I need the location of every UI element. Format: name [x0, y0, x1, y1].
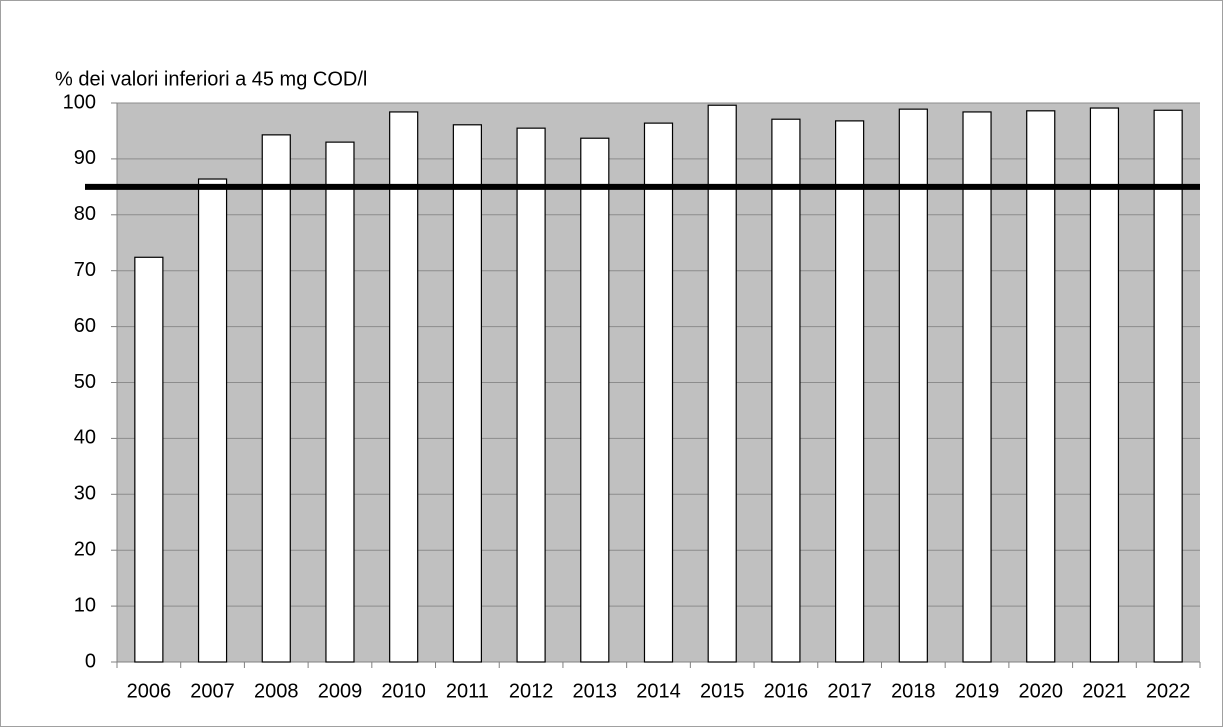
- y-tick-label: 10: [74, 594, 96, 616]
- y-tick-label: 80: [74, 203, 96, 225]
- bar: [643, 122, 674, 663]
- x-tick-label: 2011: [446, 680, 489, 702]
- bar: [835, 120, 865, 663]
- x-tick-label: 2014: [636, 680, 681, 702]
- bar: [962, 111, 992, 663]
- bar: [898, 108, 928, 663]
- x-tick-label: 2016: [764, 680, 809, 702]
- bar: [197, 178, 228, 663]
- chart-title: % dei valori inferiori a 45 mg COD/l: [55, 68, 367, 90]
- x-tick-label: 2018: [891, 680, 936, 702]
- bar: [134, 256, 164, 663]
- bar: [707, 104, 737, 663]
- y-tick-label: 50: [74, 371, 96, 393]
- y-tick-label: 20: [74, 538, 96, 560]
- y-tick-label: 30: [74, 483, 96, 505]
- x-tick-label: 2015: [700, 680, 745, 702]
- bar: [325, 141, 355, 663]
- bar: [1089, 107, 1120, 663]
- y-tick-label: 40: [74, 427, 96, 449]
- y-tick-label: 100: [63, 91, 96, 113]
- x-tick-label: 2006: [127, 680, 172, 702]
- y-tick-label: 70: [74, 259, 96, 281]
- y-tick-label: 90: [74, 147, 96, 169]
- x-tick-label: 2010: [381, 680, 426, 702]
- bar: [389, 111, 419, 663]
- bar: [261, 134, 291, 663]
- x-tick-label: 2007: [190, 680, 235, 702]
- bar: [771, 118, 801, 663]
- y-tick-label: 0: [85, 650, 96, 672]
- bar: [516, 127, 546, 663]
- bar: [452, 124, 482, 663]
- bar: [1153, 109, 1183, 663]
- x-tick-label: 2017: [827, 680, 872, 702]
- x-tick-label: 2013: [573, 680, 618, 702]
- y-tick-label: 60: [74, 315, 96, 337]
- bar: [580, 137, 610, 663]
- bar: [1026, 110, 1056, 663]
- x-tick-label: 2021: [1082, 680, 1127, 702]
- x-tick-label: 2008: [254, 680, 299, 702]
- x-tick-label: 2020: [1018, 680, 1063, 702]
- x-tick-label: 2012: [509, 680, 554, 702]
- x-tick-label: 2019: [955, 680, 1000, 702]
- x-tick-label: 2009: [318, 680, 363, 702]
- x-tick-label: 2022: [1146, 680, 1191, 702]
